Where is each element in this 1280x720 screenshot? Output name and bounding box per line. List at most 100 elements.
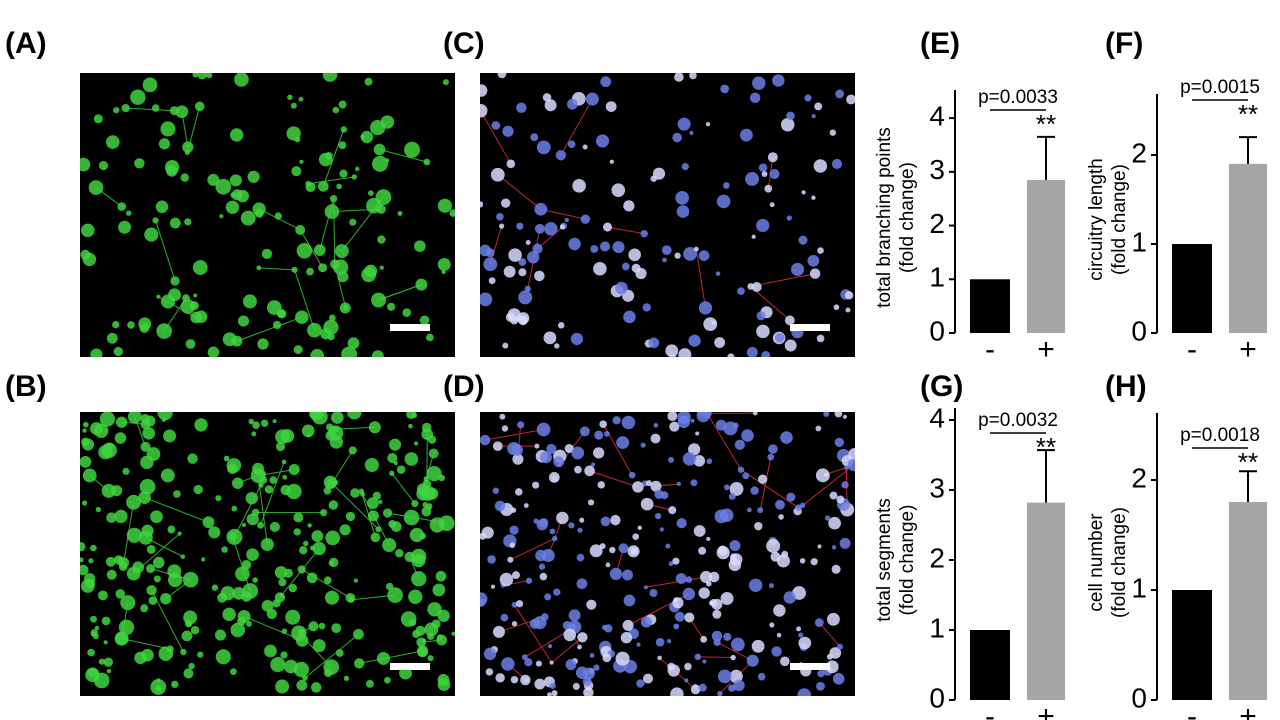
cell	[180, 554, 186, 559]
cell	[817, 247, 824, 254]
cell	[324, 668, 333, 678]
neurite	[233, 484, 262, 538]
cell	[173, 490, 181, 498]
cell	[180, 648, 187, 656]
neurite	[740, 469, 799, 509]
cell	[750, 486, 759, 495]
cell	[375, 526, 382, 533]
cell	[711, 598, 723, 610]
cell	[544, 99, 557, 112]
cell	[518, 290, 533, 305]
cell	[767, 152, 778, 163]
cell	[274, 592, 286, 603]
cell	[384, 676, 391, 684]
cell	[627, 545, 640, 558]
neurite	[279, 548, 320, 598]
cell	[449, 209, 455, 217]
cell	[303, 540, 309, 547]
y-axis-label: (fold change)	[897, 162, 918, 273]
cell	[715, 271, 721, 276]
cell	[103, 657, 114, 667]
cell	[115, 589, 125, 599]
cell	[676, 205, 690, 218]
cell	[702, 659, 707, 664]
x-tick-label: -	[1187, 333, 1197, 366]
cell	[114, 432, 127, 444]
cell	[311, 530, 324, 542]
cell	[761, 171, 768, 177]
cell	[698, 587, 710, 599]
cell	[757, 474, 768, 484]
cell	[90, 615, 97, 623]
cell	[700, 570, 713, 583]
cell	[523, 503, 529, 508]
cell	[207, 173, 220, 186]
neurite	[537, 225, 564, 249]
cell	[194, 418, 208, 432]
cell	[831, 545, 837, 550]
cell	[674, 73, 684, 82]
cell	[698, 250, 710, 261]
cell	[168, 288, 181, 302]
cell	[106, 332, 118, 344]
cell	[414, 240, 426, 252]
cell	[170, 276, 180, 286]
cell	[325, 530, 340, 546]
cell	[534, 443, 540, 449]
cell	[438, 515, 455, 531]
cell	[603, 431, 610, 437]
cell	[674, 252, 681, 259]
cell	[193, 484, 203, 495]
cell	[589, 653, 595, 658]
cell	[389, 438, 402, 451]
cell	[705, 121, 711, 127]
cell	[795, 504, 802, 512]
cell	[632, 533, 640, 540]
cell	[655, 637, 665, 647]
cell	[636, 679, 645, 688]
cell	[786, 111, 795, 121]
cell	[118, 562, 128, 572]
cell	[731, 637, 745, 652]
cell	[82, 428, 87, 433]
cell	[689, 73, 697, 80]
cell	[227, 463, 238, 474]
scale-bar	[390, 324, 430, 331]
cell	[554, 343, 560, 349]
cell	[323, 576, 332, 585]
cell	[118, 619, 135, 635]
cell	[180, 299, 196, 314]
cell	[600, 241, 611, 252]
cell	[343, 305, 349, 311]
cell	[654, 489, 664, 500]
neurite	[121, 638, 171, 650]
cell	[310, 545, 315, 551]
cell	[146, 544, 156, 554]
cell	[156, 323, 172, 339]
cell	[702, 412, 712, 419]
cell	[324, 204, 340, 219]
cell	[95, 506, 101, 513]
y-tick-label: 0	[929, 682, 945, 713]
cell	[252, 421, 260, 429]
cell	[518, 258, 527, 266]
cell	[694, 653, 701, 661]
neurite	[308, 176, 355, 185]
cell	[373, 143, 386, 156]
cell	[524, 285, 531, 293]
cell	[640, 442, 646, 448]
cell	[322, 73, 338, 82]
cell	[290, 102, 297, 109]
cell	[169, 217, 181, 229]
cell	[293, 528, 301, 536]
cell	[650, 480, 662, 492]
cell	[499, 572, 514, 587]
cell	[571, 446, 585, 460]
cell	[332, 106, 340, 114]
cell	[730, 654, 736, 661]
bar	[1172, 590, 1212, 700]
cell	[310, 682, 322, 693]
cell	[406, 412, 416, 419]
cell	[426, 465, 442, 482]
cell	[142, 426, 156, 440]
